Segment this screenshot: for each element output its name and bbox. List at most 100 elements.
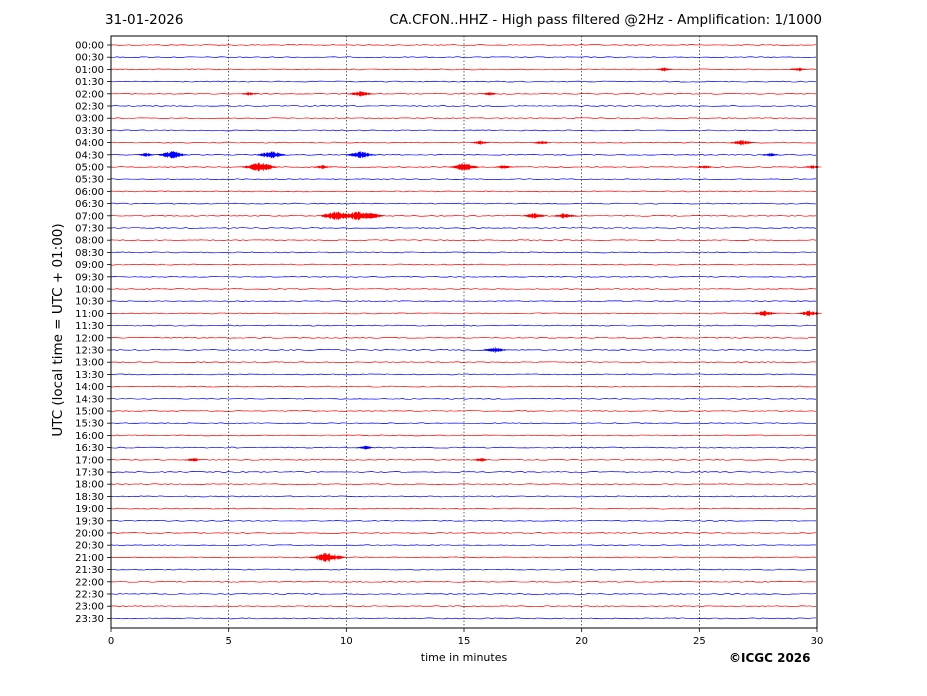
copyright-label: ©ICGC 2026 — [729, 651, 811, 665]
y-tick-label: 14:30 — [75, 394, 104, 405]
y-tick-label: 05:30 — [75, 175, 104, 186]
y-tick-label: 12:30 — [75, 346, 104, 357]
trace-2130 — [110, 568, 817, 571]
y-tick-label: 13:30 — [75, 370, 104, 381]
x-tick-label: 10 — [340, 636, 353, 647]
trace-1330 — [110, 373, 817, 376]
trace-1600 — [110, 434, 817, 437]
trace-2100 — [110, 556, 817, 559]
y-tick-label: 02:30 — [75, 102, 104, 113]
trace-1030 — [110, 300, 817, 303]
trace-0300 — [110, 117, 817, 120]
burst-mark — [470, 458, 491, 462]
trace-0130 — [110, 80, 817, 83]
burst-mark — [344, 151, 377, 159]
y-tick-label: 15:00 — [75, 407, 104, 418]
y-tick-label: 17:00 — [75, 455, 104, 466]
trace-0700 — [110, 214, 817, 217]
burst-mark — [797, 310, 823, 317]
trace-1400 — [110, 385, 817, 388]
burst-mark — [752, 310, 779, 317]
burst-mark — [347, 91, 374, 97]
y-tick-label: 02:00 — [75, 89, 104, 100]
y-tick-label: 11:00 — [75, 309, 104, 320]
trace-0930 — [110, 275, 817, 278]
burst-mark — [355, 445, 375, 450]
y-tick-label: 20:30 — [75, 541, 104, 552]
burst-mark — [552, 213, 578, 219]
y-tick-label: 03:00 — [75, 114, 104, 125]
trace-2200 — [110, 580, 817, 583]
trace-1000 — [110, 288, 817, 290]
y-tick-label: 00:00 — [75, 41, 104, 52]
y-tick-label: 18:30 — [75, 492, 104, 503]
y-tick-label: 22:00 — [75, 577, 104, 588]
y-tick-label: 18:00 — [75, 480, 104, 491]
trace-1130 — [110, 324, 817, 327]
y-tick-label: 00:30 — [75, 53, 104, 64]
x-tick-label: 5 — [225, 636, 231, 647]
y-tick-label: 22:30 — [75, 590, 104, 601]
trace-0430 — [110, 153, 817, 156]
y-tick-label: 09:30 — [75, 272, 104, 283]
trace-0900 — [110, 263, 817, 266]
trace-1230 — [110, 349, 817, 351]
trace-1530 — [110, 422, 817, 425]
x-tick-label: 0 — [108, 636, 114, 647]
trace-1900 — [110, 507, 817, 510]
y-tick-label: 23:30 — [75, 614, 104, 625]
burst-mark — [136, 152, 156, 157]
y-tick-label: 21:00 — [75, 553, 104, 564]
trace-0000 — [110, 44, 817, 46]
burst-mark — [494, 165, 514, 169]
y-tick-label: 04:00 — [75, 138, 104, 149]
x-tick-label: 20 — [575, 636, 588, 647]
y-tick-label: 10:00 — [75, 285, 104, 296]
trace-1430 — [110, 397, 817, 400]
y-tick-label: 13:00 — [75, 358, 104, 369]
trace-0330 — [110, 129, 817, 132]
y-tick-label: 06:30 — [75, 199, 104, 210]
y-tick-label: 03:30 — [75, 126, 104, 137]
trace-1300 — [110, 361, 817, 364]
burst-mark — [482, 347, 508, 353]
y-tick-label: 06:00 — [75, 187, 104, 198]
x-tick-label: 25 — [693, 636, 706, 647]
burst-mark — [183, 458, 203, 462]
burst-mark — [522, 213, 548, 219]
trace-0600 — [110, 190, 817, 193]
y-tick-label: 17:30 — [75, 468, 104, 479]
trace-2000 — [110, 532, 817, 534]
y-tick-label: 16:30 — [75, 443, 104, 454]
y-tick-label: 10:30 — [75, 297, 104, 308]
burst-mark — [156, 151, 188, 159]
trace-1930 — [110, 519, 817, 522]
y-tick-label: 15:30 — [75, 419, 104, 430]
trace-1830 — [110, 495, 817, 498]
trace-1730 — [110, 471, 817, 473]
x-axis-label: time in minutes — [420, 651, 508, 664]
burst-mark — [240, 92, 260, 96]
y-tick-label: 09:00 — [75, 260, 104, 271]
y-tick-label: 04:30 — [75, 150, 104, 161]
burst-mark — [308, 553, 347, 562]
y-tick-label: 12:00 — [75, 333, 104, 344]
y-tick-label: 07:00 — [75, 211, 104, 222]
y-tick-label: 05:00 — [75, 163, 104, 174]
trace-0800 — [110, 239, 817, 242]
burst-mark — [802, 165, 822, 169]
burst-mark — [480, 92, 500, 96]
y-tick-label: 14:00 — [75, 382, 104, 393]
trace-0230 — [110, 105, 817, 107]
y-tick-label: 19:30 — [75, 516, 104, 527]
burst-mark — [788, 67, 808, 72]
burst-mark — [448, 163, 480, 171]
trace-2230 — [110, 593, 817, 595]
chart-title: CA.CFON..HHZ - High pass filtered @2Hz -… — [389, 12, 822, 28]
trace-2330 — [110, 617, 817, 620]
y-tick-label: 19:00 — [75, 504, 104, 515]
trace-1630 — [110, 446, 817, 449]
trace-1500 — [110, 410, 817, 412]
trace-1200 — [110, 336, 817, 339]
